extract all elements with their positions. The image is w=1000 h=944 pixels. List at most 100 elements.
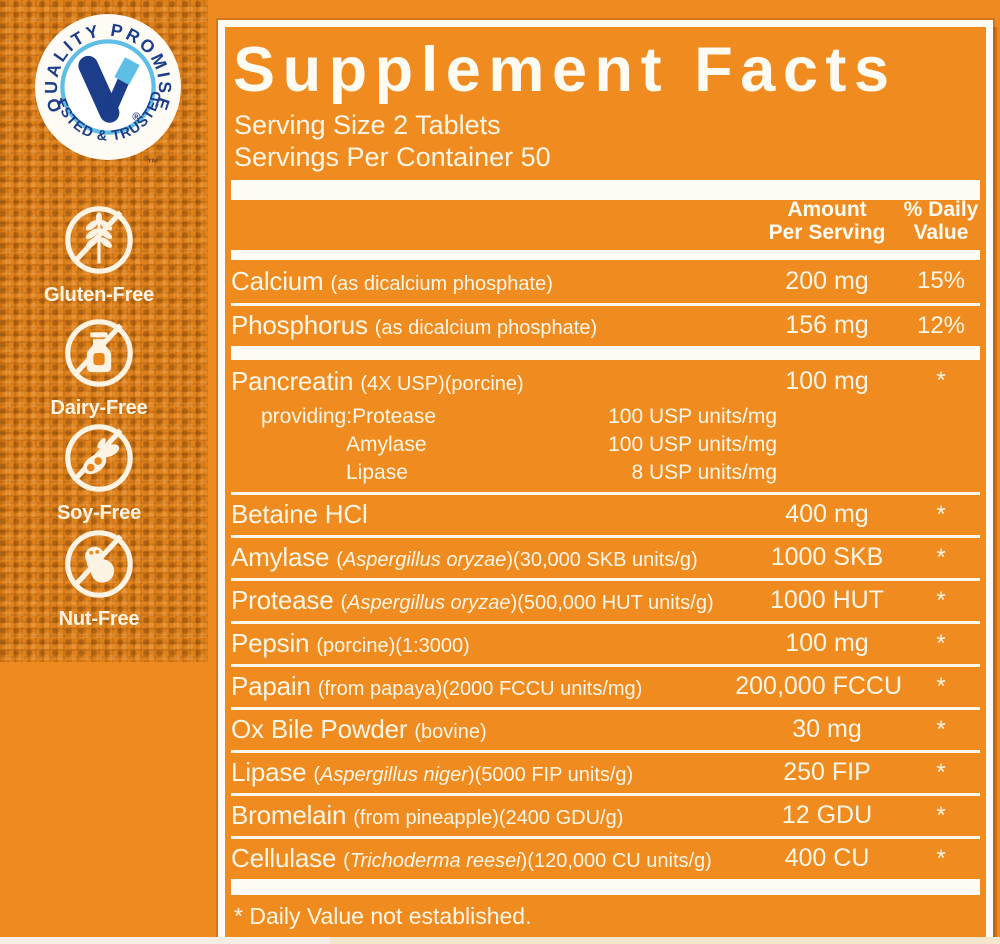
sub-nutrient-name: Amylase — [346, 432, 427, 456]
daily-value: * — [936, 758, 946, 786]
ingredient-name: Ox Bile Powder — [231, 714, 408, 745]
ingredient-detail: (from pineapple)(2400 GDU/g) — [353, 807, 624, 830]
daily-value: * — [936, 367, 946, 395]
badge-gluten-free: Gluten-Free — [18, 201, 180, 307]
table-row: Pancreatin (4X USP)(porcine) 100 mg * — [231, 360, 980, 403]
footer-bar — [231, 878, 980, 895]
ingredient-name: Pepsin — [231, 628, 310, 659]
panel-title: Supplement Facts — [233, 35, 897, 105]
daily-value: 12% — [916, 311, 966, 339]
amount-per-serving: 400 mg — [785, 500, 869, 529]
table-row: Bromelain (from pineapple)(2400 GDU/g) 12… — [231, 792, 980, 836]
ingredient-detail: (Trichoderma reesei)(120,000 CU units/g) — [343, 850, 712, 873]
amount-per-serving: 1000 SKB — [770, 543, 884, 572]
quality-promise-seal: QUALITY PROMISE TESTED & TRUSTED ® ™ — [32, 11, 184, 170]
amount-per-serving: 400 CU — [784, 844, 870, 873]
table-row: Lipase (Aspergillus niger)(5000 FIP units… — [231, 749, 980, 793]
daily-value: * — [936, 801, 946, 829]
ingredient-name: Pancreatin — [231, 365, 354, 396]
table-row: Protease (Aspergillus oryzae)(500,000 HUT… — [231, 577, 980, 621]
badge-label: Soy-Free — [57, 502, 141, 524]
milk-bottle-icon — [60, 314, 138, 392]
ingredient-name: Cellulase — [231, 843, 337, 874]
row-ingredient: Calcium (as dicalcium phosphate) — [231, 266, 752, 297]
ingredient-detail: (as dicalcium phosphate) — [374, 317, 598, 340]
row-ingredient: Pepsin (porcine)(1:3000) — [231, 628, 752, 659]
row-ingredient: Protease (Aspergillus oryzae)(500,000 HUT… — [231, 585, 752, 616]
ingredient-name: Betaine HCl — [231, 499, 368, 530]
table-row: Phosphorus (as dicalcium phosphate) 156 m… — [231, 302, 980, 346]
daily-value-footnote: * Daily Value not established. — [234, 902, 532, 929]
seal-graphic: QUALITY PROMISE TESTED & TRUSTED ® — [32, 11, 181, 160]
header-dv-line1: % Daily — [903, 198, 979, 222]
row-ingredient: Bromelain (from pineapple)(2400 GDU/g) — [231, 800, 752, 831]
amount-per-serving: 156 mg — [785, 311, 869, 340]
registered-mark: ® — [132, 111, 140, 123]
table-row: Betaine HCl 400 mg * — [231, 491, 980, 535]
sub-nutrient-value: 8 USP units/mg — [631, 460, 777, 484]
badge-label: Gluten-Free — [43, 284, 155, 306]
daily-value: * — [936, 586, 946, 614]
amount-per-serving: 30 mg — [792, 715, 862, 744]
header-daily-value: % Daily Value — [902, 199, 980, 244]
providing-prefix: providing: — [261, 404, 353, 428]
badge-label: Dairy-Free — [50, 397, 148, 419]
ingredient-name: Phosphorus — [231, 310, 368, 341]
header-dv-line2: Value — [913, 221, 969, 245]
ingredient-name: Amylase — [231, 542, 330, 573]
sub-nutrient-value: 100 USP units/mg — [608, 432, 777, 456]
sub-nutrient-name: Lipase — [346, 460, 408, 484]
bottom-edge-strip — [0, 937, 1000, 944]
section-bar — [231, 179, 980, 200]
row-ingredient: Papain (from papaya)(2000 FCCU units/mg) — [231, 671, 735, 702]
section-divider-bar — [231, 345, 980, 360]
daily-value: 15% — [916, 267, 966, 295]
daily-value: * — [936, 543, 946, 571]
ingredient-name: Papain — [231, 671, 311, 702]
ingredient-name: Lipase — [231, 757, 307, 788]
bottom-edge-strip-left — [0, 937, 330, 944]
ingredient-detail: (as dicalcium phosphate) — [330, 272, 553, 295]
soybean-icon — [60, 419, 138, 497]
table-row: Ox Bile Powder (bovine) 30 mg * — [231, 706, 980, 750]
facts-rows: Calcium (as dicalcium phosphate) 200 mg 1… — [231, 260, 980, 879]
header-amount-line1: Amount — [787, 198, 867, 222]
column-headers: Amount Per Serving % Daily Value — [231, 199, 980, 250]
header-amount-per-serving: Amount Per Serving — [752, 199, 902, 244]
badge-soy-free: Soy-Free — [18, 419, 180, 525]
table-row: Calcium (as dicalcium phosphate) 200 mg 1… — [231, 260, 980, 303]
ingredient-detail: (bovine) — [414, 721, 487, 744]
row-ingredient: Cellulase (Trichoderma reesei)(120,000 CU… — [231, 843, 752, 874]
daily-value: * — [936, 844, 946, 872]
badge-label: Nut-Free — [58, 608, 140, 630]
header-divider-bar — [231, 249, 980, 260]
row-ingredient: Lipase (Aspergillus niger)(5000 FIP units… — [231, 757, 752, 788]
ingredient-detail: (4X USP)(porcine) — [360, 372, 524, 395]
daily-value: * — [936, 500, 946, 528]
amount-per-serving: 100 mg — [785, 629, 869, 658]
supplement-facts-panel: Supplement Facts Serving Size 2 Tablets … — [218, 20, 993, 944]
amount-per-serving: 100 mg — [785, 366, 869, 395]
trademark-symbol: ™ — [147, 156, 160, 170]
sub-nutrient-value: 100 USP units/mg — [608, 404, 777, 428]
badge-dairy-free: Dairy-Free — [18, 314, 180, 420]
ingredient-detail: (Aspergillus niger)(5000 FIP units/g) — [313, 764, 634, 787]
daily-value: * — [936, 672, 946, 700]
ingredient-detail: (porcine)(1:3000) — [316, 635, 470, 658]
amount-per-serving: 200 mg — [785, 266, 869, 295]
row-ingredient: Ox Bile Powder (bovine) — [231, 714, 752, 745]
table-row: Cellulase (Trichoderma reesei)(120,000 CU… — [231, 835, 980, 879]
sub-nutrient-name: Protease — [352, 404, 437, 428]
ingredient-detail: (Aspergillus oryzae)(30,000 SKB units/g) — [336, 549, 698, 572]
v-logo-icon — [78, 55, 140, 123]
ingredient-name: Bromelain — [231, 800, 347, 831]
ingredient-detail: (Aspergillus oryzae)(500,000 HUT units/g… — [340, 592, 714, 615]
header-amount-line2: Per Serving — [768, 221, 886, 245]
row-ingredient: Betaine HCl — [231, 499, 752, 530]
badge-nut-free: Nut-Free — [18, 525, 180, 631]
ingredient-name: Protease — [231, 585, 334, 616]
table-row: Pepsin (porcine)(1:3000) 100 mg * — [231, 620, 980, 664]
providing-sub-row: Lipase 8 USP units/mg — [231, 459, 777, 487]
amount-per-serving: 1000 HUT — [770, 586, 884, 615]
daily-value: * — [936, 629, 946, 657]
